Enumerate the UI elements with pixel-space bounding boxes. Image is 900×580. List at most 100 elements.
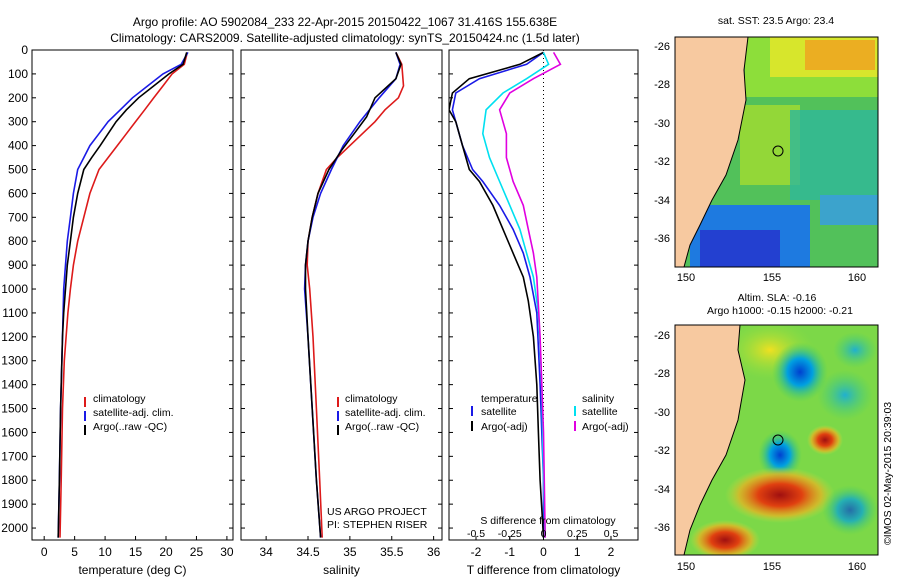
legend-label-argo: Argo(..raw -QC) [93,421,167,433]
legend-label-argo: Argo(..raw -QC) [345,421,419,433]
sst-hot-patch [805,40,875,70]
depth-tick-label: 1800 [1,473,28,487]
lat-tick: -28 [654,368,670,380]
legend-label-climatology: climatology [345,393,398,405]
x-tick-label: 34.5 [296,545,320,559]
x-tick-label: 15 [129,545,143,559]
title-line-1: Argo profile: AO 5902084_233 22-Apr-2015… [133,15,557,29]
lat-tick: -34 [654,484,670,496]
lat-tick: -28 [654,79,670,91]
sla-coastline [683,325,746,555]
s-tick-label: 0.5 [604,528,619,540]
x-axis-label: temperature (deg C) [78,563,186,577]
sst-map-frame [674,36,879,268]
sla-land [675,325,745,555]
sla-high-mid [807,425,843,455]
imos-footer: ©IMOS 02-May-2015 20:39:03 [882,402,894,545]
s-tick-label: -0.5 [467,528,485,540]
lat-tick: -36 [654,522,670,534]
sst-cool-patch [790,110,878,200]
x-tick-label: 20 [159,545,173,559]
depth-tick-label: 1400 [1,378,28,392]
depth-tick-label: 1000 [1,282,28,296]
legend-label-T-argo: Argo(-adj) [481,421,528,433]
depth-tick-label: 1900 [1,497,28,511]
sla-low-east [817,370,873,420]
sst-coldest-south [700,230,780,267]
x-tick-label: 34 [259,545,273,559]
s-tick-label: -0.25 [498,528,522,540]
argo-float-marker [772,145,784,157]
lat-tick: -30 [654,118,670,130]
x-tick-label: -2 [471,545,482,559]
depth-tick-label: 500 [8,163,28,177]
sla-cyclonic-eddy [772,342,828,402]
lon-tick: 150 [677,561,695,573]
s-difference-label: S difference from climatology [480,515,616,527]
title-line-2: Climatology: CARS2009. Satellite-adjuste… [110,31,580,45]
x-tick-label: 25 [190,545,204,559]
series-line-climatology [306,52,405,538]
legend-label-satellite: satellite-adj. clim. [93,407,174,419]
s-tick-label: 0.25 [567,528,588,540]
lon-tick: 160 [848,272,866,284]
legend-title-temperature: temperature [481,393,538,405]
x-axis-label: salinity [323,563,360,577]
panel-frame [240,49,443,541]
legend-label-T-satellite: satellite [481,406,517,418]
x-tick-label: 35.5 [380,545,404,559]
series-group [449,51,562,538]
sla-map-title-2: Argo h1000: -0.15 h2000: -0.21 [707,305,853,317]
depth-tick-label: 100 [8,67,28,81]
sst-map: sat. SST: 23.5 Argo: 23.4 -26 -28 -30 -3… [654,15,879,284]
lat-tick: -32 [654,445,670,457]
sst-map-title: sat. SST: 23.5 Argo: 23.4 [718,15,834,27]
sla-high-sw [690,520,760,555]
pi-credit: PI: STEPHEN RISER [327,519,428,531]
depth-tick-label: 1100 [2,306,28,320]
lat-tick: -36 [654,233,670,245]
series-line-t-argo-adj- [449,51,545,538]
lon-tick: 160 [848,561,866,573]
series-line-s-argo-adj- [498,52,562,538]
sst-land [675,37,748,267]
legend-label-S-satellite: satellite [582,406,618,418]
x-tick-label: 35 [343,545,357,559]
sst-blue-patch [820,195,878,225]
legend-label-satellite: satellite-adj. clim. [345,407,426,419]
lat-tick: -30 [654,407,670,419]
depth-tick-label: 700 [8,210,28,224]
s-tick-label: 0 [541,528,547,540]
sla-eddy-at-float [758,430,802,480]
x-tick-label: 0 [41,545,48,559]
depth-tick-label: 1300 [1,354,28,368]
depth-tick-label: 800 [8,234,28,248]
depth-tick-label: 400 [8,139,28,153]
sla-low-ne [833,332,877,368]
sla-map-frame [674,324,879,556]
depth-tick-label: 900 [8,258,28,272]
depth-tick-label: 1600 [1,425,28,439]
legend-label-climatology: climatology [93,393,146,405]
x-tick-label: 5 [71,545,78,559]
series-line-argo-raw-qc- [57,52,188,538]
sla-map-title-1: Altim. SLA: -0.16 [738,292,817,304]
x-tick-label: 1 [574,545,581,559]
x-axis-label: T difference from climatology [467,563,621,577]
lat-tick: -32 [654,156,670,168]
series-group [303,52,405,538]
lon-tick: 155 [763,272,781,284]
lon-tick: 150 [677,272,695,284]
depth-tick-label: 300 [8,115,28,129]
x-tick-label: 36 [427,545,441,559]
legend-title-salinity: salinity [582,393,615,405]
x-tick-label: 2 [608,545,615,559]
x-tick-label: 30 [220,545,234,559]
lat-tick: -34 [654,195,670,207]
depth-tick-label: 0 [21,43,28,57]
project-credit: US ARGO PROJECT [327,506,427,518]
series-line-argo-raw-qc- [304,52,402,538]
series-group [57,52,189,538]
x-tick-label: 0 [540,545,547,559]
depth-tick-label: 600 [8,186,28,200]
